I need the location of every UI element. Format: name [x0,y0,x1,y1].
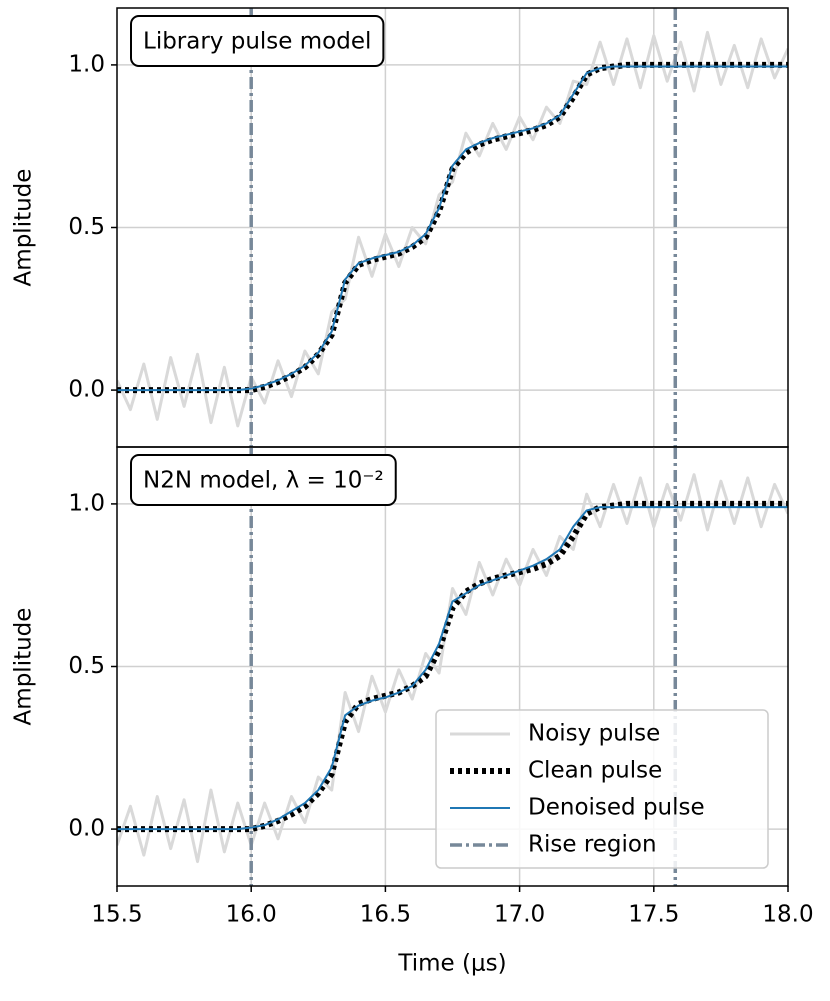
y-tick-label: 0.5 [68,653,105,679]
legend-box [435,709,769,869]
y-axis-label: Amplitude [11,608,37,726]
x-tick-label: 17.5 [628,902,679,928]
y-tick-label: 1.0 [68,490,105,516]
annotation: Library pulse model [143,29,371,55]
legend-label: Rise region [528,832,657,858]
x-tick-label: 16.0 [226,902,277,928]
noisy-line [117,30,788,428]
legend-label: Denoised pulse [528,795,705,821]
noisy-line [117,473,788,864]
x-axis-label: Time (μs) [397,951,506,977]
annotation-box [130,15,385,67]
legend-label: Noisy pulse [528,721,660,747]
x-tick-label: 15.5 [91,902,142,928]
legend-label: Clean pulse [528,758,662,784]
y-tick-label: 0.5 [68,214,105,240]
y-axis-label: Amplitude [11,169,37,287]
denoised-line [117,506,788,831]
y-tick-label: 1.0 [68,51,105,77]
x-tick-label: 16.5 [360,902,411,928]
annotation-box [130,454,397,506]
y-tick-label: 0.0 [68,816,105,842]
x-tick-label: 17.0 [494,902,545,928]
x-tick-label: 18.0 [762,902,813,928]
annotation: N2N model, λ = 10⁻² [143,468,384,494]
denoised-line [117,65,788,392]
plot-area [117,8,788,447]
y-tick-label: 0.0 [68,377,105,403]
